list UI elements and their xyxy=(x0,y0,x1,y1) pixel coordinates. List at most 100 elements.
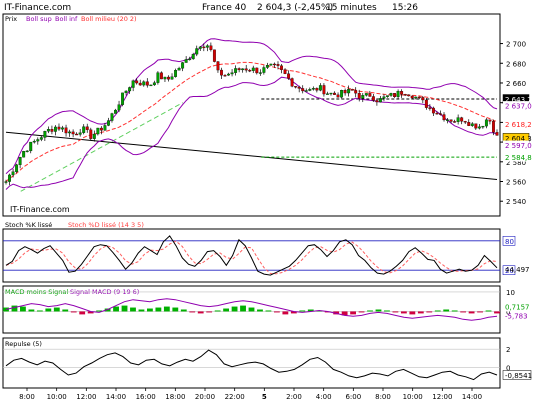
candle-body xyxy=(46,129,50,132)
x-tick-label: 16:00 xyxy=(136,393,156,401)
price-label-box xyxy=(503,119,529,129)
candle-body xyxy=(297,86,301,89)
candle-body xyxy=(216,61,220,71)
candle-body xyxy=(237,68,241,71)
macd-bar xyxy=(468,311,475,314)
macd-bar xyxy=(358,311,365,313)
price-panel-frame xyxy=(2,13,501,217)
price-tick-label: 2 680 xyxy=(506,60,526,68)
macd-top-label: 0,7157 xyxy=(505,303,530,311)
trend-line xyxy=(20,102,184,192)
price-label: 2 637,0 xyxy=(505,103,532,111)
candle-body xyxy=(336,94,340,98)
stoch-tick-box xyxy=(502,265,516,276)
candle-body xyxy=(61,127,64,130)
candle-body xyxy=(195,48,199,55)
bollinger-lower xyxy=(5,76,498,190)
candle-body xyxy=(117,104,121,111)
candle-body xyxy=(456,117,460,122)
candle-body xyxy=(453,121,457,123)
candle-body xyxy=(470,123,474,126)
candle-body xyxy=(188,58,192,61)
macd-bar xyxy=(180,309,187,312)
macd-bar xyxy=(426,311,433,313)
stoch-tick-box xyxy=(502,236,516,246)
macd-bar xyxy=(231,306,238,312)
candle-body xyxy=(198,46,202,49)
macd-bar xyxy=(172,307,179,312)
price-label-box xyxy=(503,140,529,150)
candle-body xyxy=(280,65,283,70)
macd-bar xyxy=(62,309,69,312)
price-tick-label: 2 540 xyxy=(506,198,526,206)
macd-bar xyxy=(248,307,255,312)
candle-body xyxy=(184,59,188,63)
candle-body xyxy=(68,131,72,134)
x-tick-label: 12:00 xyxy=(76,393,96,401)
stoch-tick-label: 80 xyxy=(505,238,514,246)
x-tick-label: 18:00 xyxy=(165,393,185,401)
candle-body xyxy=(273,63,276,66)
price-tick-label: 2 560 xyxy=(506,179,526,187)
macd-signal-line xyxy=(5,298,498,321)
x-tick-label: 14:00 xyxy=(106,393,126,401)
candle-body xyxy=(251,67,255,71)
candle-body xyxy=(131,80,135,88)
candle-body xyxy=(410,95,414,99)
site-name[interactable]: IT-Finance.com xyxy=(4,3,71,13)
candle-body xyxy=(71,131,75,135)
x-tick-label: 5 xyxy=(262,393,267,401)
macd-bar xyxy=(197,311,204,314)
candle-body xyxy=(389,93,393,96)
bollinger-middle xyxy=(5,61,498,182)
repulse-title: Repulse (5) xyxy=(5,340,42,348)
macd-bar xyxy=(36,310,43,312)
candle-body xyxy=(417,96,421,99)
candle-body xyxy=(357,93,361,99)
candle-body xyxy=(159,72,163,80)
candle-body xyxy=(403,94,407,96)
candle-body xyxy=(287,73,291,79)
macd-bar xyxy=(384,310,390,312)
candle-body xyxy=(325,93,329,95)
candle-body xyxy=(121,92,125,105)
x-tick-label: 22:00 xyxy=(225,393,245,401)
macd-bar xyxy=(494,311,500,314)
macd-bar xyxy=(79,311,86,315)
macd-bar xyxy=(214,310,221,312)
price-tick-label: 2 580 xyxy=(506,159,526,167)
macd-bar xyxy=(163,306,170,312)
candle-body xyxy=(276,64,280,66)
stochastic-panel-frame xyxy=(2,228,501,283)
trend-line xyxy=(5,131,498,181)
candle-body xyxy=(350,89,354,91)
macd-bar xyxy=(434,310,441,312)
macd-bar xyxy=(240,305,246,312)
candle-body xyxy=(421,97,425,101)
candle-body xyxy=(382,96,386,99)
candle-body xyxy=(99,127,103,131)
candle-body xyxy=(488,119,492,122)
candle-body xyxy=(477,126,481,129)
candle-body xyxy=(463,121,467,123)
candle-body xyxy=(25,150,29,153)
x-tick-label: 10:00 xyxy=(47,393,67,401)
x-tick-label: 8:00 xyxy=(375,393,391,401)
candle-body xyxy=(248,70,252,72)
macd-bar xyxy=(367,310,373,312)
macd-bar xyxy=(28,309,35,312)
candle-body xyxy=(262,67,266,73)
macd-bar xyxy=(477,311,483,313)
candle-body xyxy=(15,164,19,172)
macd-bar xyxy=(130,307,136,312)
macd-bar xyxy=(350,311,356,315)
candle-body xyxy=(96,127,100,135)
candle-body xyxy=(29,141,33,152)
price-label: 2 584,8 xyxy=(505,154,532,162)
bollinger-upper xyxy=(5,38,498,175)
price-panel-title: Prix xyxy=(5,15,17,23)
macd-bar xyxy=(409,311,416,315)
macd-bar xyxy=(299,310,306,312)
candle-body xyxy=(361,95,365,99)
